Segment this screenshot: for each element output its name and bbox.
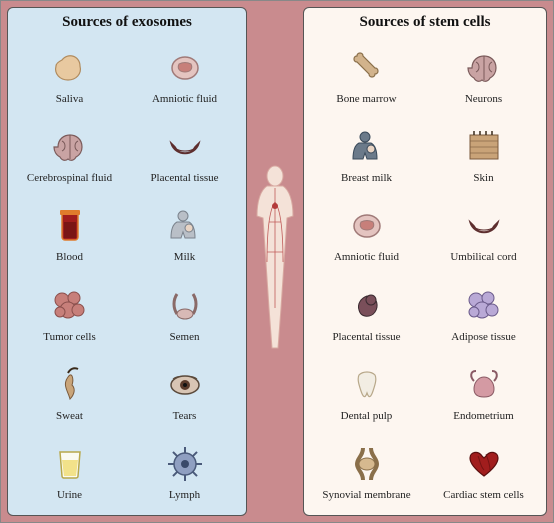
source-item: Bone marrow bbox=[308, 35, 425, 114]
source-label: Umbilical cord bbox=[450, 251, 516, 263]
milk-icon bbox=[162, 203, 208, 249]
source-label: Placental tissue bbox=[150, 172, 218, 184]
source-item: Neurons bbox=[425, 35, 542, 114]
heart-icon bbox=[461, 441, 507, 487]
source-item: Placental tissue bbox=[308, 273, 425, 352]
exosomes-panel: Sources of exosomes Saliva Amniotic fluid… bbox=[7, 7, 247, 516]
source-item: Tears bbox=[127, 352, 242, 431]
source-item: Placental tissue bbox=[127, 114, 242, 193]
source-label: Blood bbox=[56, 251, 83, 263]
source-label: Neurons bbox=[465, 93, 502, 105]
stemcells-panel: Sources of stem cells Bone marrow Neurons… bbox=[303, 7, 547, 516]
source-label: Semen bbox=[170, 331, 200, 343]
source-item: Breast milk bbox=[308, 114, 425, 193]
source-item: Sweat bbox=[12, 352, 127, 431]
source-label: Milk bbox=[174, 251, 195, 263]
infographic-container: Sources of exosomes Saliva Amniotic fluid… bbox=[0, 0, 554, 523]
source-label: Sweat bbox=[56, 410, 83, 422]
tears-icon bbox=[162, 362, 208, 408]
source-item: Urine bbox=[12, 432, 127, 511]
fetus-icon bbox=[344, 283, 390, 329]
source-item: Cerebrospinal fluid bbox=[12, 114, 127, 193]
human-body-icon bbox=[252, 162, 298, 362]
lymph-icon bbox=[162, 441, 208, 487]
source-item: Lymph bbox=[127, 432, 242, 511]
source-label: Breast milk bbox=[341, 172, 392, 184]
amniotic-icon bbox=[344, 203, 390, 249]
exosomes-grid: Saliva Amniotic fluid Cerebrospinal fluid P… bbox=[12, 35, 242, 511]
source-item: Amniotic fluid bbox=[127, 35, 242, 114]
source-label: Tumor cells bbox=[43, 331, 95, 343]
tumor-icon bbox=[47, 283, 93, 329]
sweat-icon bbox=[47, 362, 93, 408]
source-item: Adipose tissue bbox=[425, 273, 542, 352]
semen-icon bbox=[162, 283, 208, 329]
source-item: Milk bbox=[127, 194, 242, 273]
source-label: Amniotic fluid bbox=[152, 93, 217, 105]
bone-icon bbox=[344, 45, 390, 91]
source-item: Dental pulp bbox=[308, 352, 425, 431]
blood-icon bbox=[47, 203, 93, 249]
source-label: Synovial membrane bbox=[322, 489, 410, 501]
source-item: Tumor cells bbox=[12, 273, 127, 352]
tooth-icon bbox=[344, 362, 390, 408]
source-label: Cerebrospinal fluid bbox=[27, 172, 112, 184]
source-label: Lymph bbox=[169, 489, 200, 501]
source-label: Cardiac stem cells bbox=[443, 489, 524, 501]
source-label: Placental tissue bbox=[332, 331, 400, 343]
joint-icon bbox=[344, 441, 390, 487]
brain-icon bbox=[47, 124, 93, 170]
exosomes-title: Sources of exosomes bbox=[12, 14, 242, 31]
center-strip bbox=[251, 1, 299, 522]
source-label: Urine bbox=[57, 489, 82, 501]
source-item: Saliva bbox=[12, 35, 127, 114]
source-label: Dental pulp bbox=[341, 410, 393, 422]
breastmilk-icon bbox=[344, 124, 390, 170]
uterus-icon bbox=[461, 362, 507, 408]
source-label: Amniotic fluid bbox=[334, 251, 399, 263]
source-item: Semen bbox=[127, 273, 242, 352]
source-item: Blood bbox=[12, 194, 127, 273]
source-label: Saliva bbox=[56, 93, 84, 105]
source-item: Skin bbox=[425, 114, 542, 193]
urine-icon bbox=[47, 441, 93, 487]
adipose-icon bbox=[461, 283, 507, 329]
stemcells-title: Sources of stem cells bbox=[308, 14, 542, 31]
stemcells-grid: Bone marrow Neurons Breast milk Skin Amnioti… bbox=[308, 35, 542, 511]
umbilical-icon bbox=[461, 203, 507, 249]
source-item: Endometrium bbox=[425, 352, 542, 431]
source-item: Umbilical cord bbox=[425, 194, 542, 273]
placenta-icon bbox=[162, 124, 208, 170]
source-item: Amniotic fluid bbox=[308, 194, 425, 273]
skin-icon bbox=[461, 124, 507, 170]
saliva-icon bbox=[47, 45, 93, 91]
source-label: Skin bbox=[473, 172, 493, 184]
source-item: Cardiac stem cells bbox=[425, 432, 542, 511]
source-label: Adipose tissue bbox=[451, 331, 515, 343]
source-label: Endometrium bbox=[453, 410, 514, 422]
amniotic-icon bbox=[162, 45, 208, 91]
source-item: Synovial membrane bbox=[308, 432, 425, 511]
source-label: Bone marrow bbox=[336, 93, 396, 105]
neurons-icon bbox=[461, 45, 507, 91]
source-label: Tears bbox=[173, 410, 197, 422]
